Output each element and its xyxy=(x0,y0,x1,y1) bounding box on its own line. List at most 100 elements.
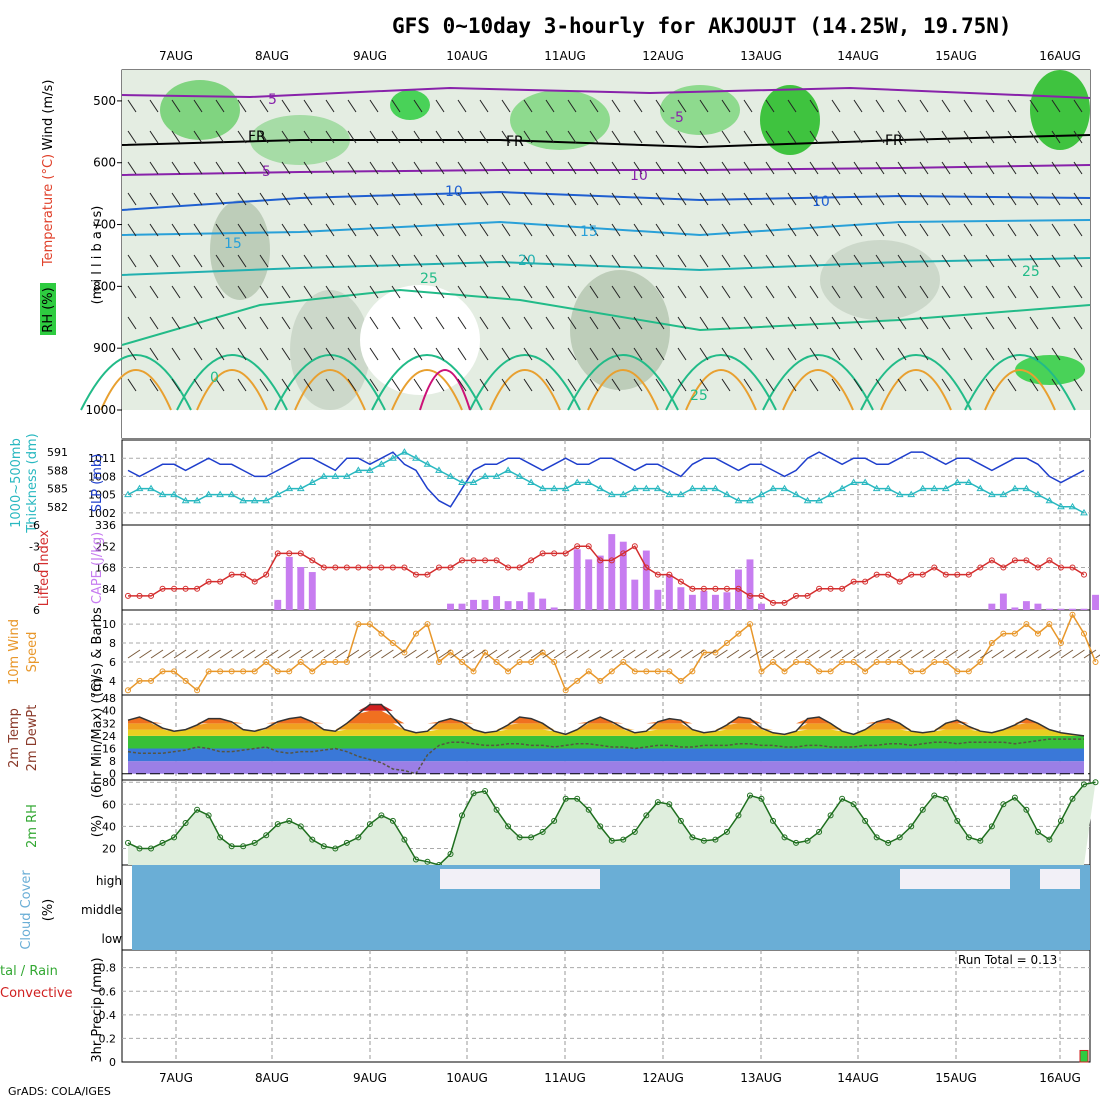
lifted-index-point xyxy=(217,578,224,585)
thickness-point xyxy=(354,466,363,473)
wind-speed-point xyxy=(1069,611,1076,618)
rh-2m-point xyxy=(320,843,327,850)
thickness-point xyxy=(412,454,420,461)
thickness-point xyxy=(458,478,466,485)
upper-barb xyxy=(435,254,445,268)
upper-barb xyxy=(941,161,951,175)
upper-barb xyxy=(523,347,533,361)
lifted-index-point xyxy=(274,550,281,557)
upper-barb xyxy=(259,223,269,237)
lifted-index-point xyxy=(1081,571,1087,578)
temp-band-0 xyxy=(128,761,1084,774)
wind-barb xyxy=(1060,649,1074,659)
rh-2m-point xyxy=(562,795,569,802)
thick-tick-585: 585 xyxy=(47,483,68,496)
rh-2m-point xyxy=(366,821,373,828)
rh-2m-point xyxy=(816,828,823,835)
thickness-point xyxy=(124,490,132,498)
lifted-index-point xyxy=(574,543,581,550)
upper-barb xyxy=(1007,99,1017,113)
wind-tick-10: 10 xyxy=(102,618,116,631)
upper-barb xyxy=(567,316,577,330)
contour-label-4: 10 xyxy=(445,184,463,200)
wind-speed-point xyxy=(286,668,293,675)
thickness-point xyxy=(999,490,1008,498)
upper-barb xyxy=(215,99,225,113)
upper-barb xyxy=(897,192,907,206)
upper-barb xyxy=(149,192,159,206)
upper-barb xyxy=(435,223,445,237)
lifted-index-point xyxy=(689,585,696,592)
thickness-point xyxy=(1057,502,1065,510)
upper-barb xyxy=(545,130,555,144)
upper-barb xyxy=(897,378,907,392)
cape-bar xyxy=(631,579,639,610)
wind-barb xyxy=(427,649,440,659)
lifted-index-point xyxy=(516,564,523,571)
precip-tick-0.2: 0.2 xyxy=(99,1032,117,1045)
upper-barb xyxy=(809,285,819,299)
rh-2m-point xyxy=(332,845,339,852)
wind-speed-point xyxy=(332,658,339,665)
wind-barb xyxy=(1014,649,1028,659)
upper-barb xyxy=(589,99,599,113)
slp-tick-1011: 1011 xyxy=(88,452,116,465)
cloud-clear-0 xyxy=(440,869,600,889)
upper-barb xyxy=(941,347,951,361)
upper-barb xyxy=(985,378,995,392)
upper-barb xyxy=(369,316,379,330)
rh-2m-point xyxy=(597,823,604,830)
upper-barb xyxy=(391,161,401,175)
upper-below-ground xyxy=(122,410,1090,438)
upper-barb xyxy=(237,161,247,175)
upper-barb xyxy=(303,192,313,206)
upper-barb xyxy=(633,285,643,299)
upper-barb xyxy=(1007,316,1017,330)
upper-barb xyxy=(215,347,225,361)
thickness-point xyxy=(538,484,547,492)
upper-barb xyxy=(303,347,313,361)
thickness-point xyxy=(435,466,443,473)
rh-2m-point xyxy=(539,828,546,835)
upper-barb xyxy=(1073,223,1083,237)
upper-barb xyxy=(853,316,863,330)
upper-barb xyxy=(479,130,489,144)
lifted-index-point xyxy=(1046,557,1053,564)
upper-barb xyxy=(853,161,863,175)
sfc-iso-8 xyxy=(880,369,952,411)
lifted-index-point xyxy=(862,578,869,585)
wind-speed-point xyxy=(977,658,984,665)
sfc-iso25-1 xyxy=(176,354,288,411)
thickness-point xyxy=(469,478,478,485)
upper-barb xyxy=(215,161,225,175)
cape-tick-168: 168 xyxy=(95,562,116,575)
wind-speed-point xyxy=(873,658,880,665)
thickness-point xyxy=(446,472,455,479)
upper-barb xyxy=(655,161,665,175)
upper-barb xyxy=(193,161,203,175)
upper-barb xyxy=(281,99,291,113)
upper-barb xyxy=(677,378,687,392)
rh-2m-point xyxy=(793,839,800,846)
thickness-point xyxy=(815,496,823,504)
upper-barb xyxy=(325,347,335,361)
temp-label-a: 2m Temp xyxy=(7,708,22,768)
lifted-index-point xyxy=(528,557,535,564)
wind-speed-point xyxy=(735,630,742,637)
upper-barb xyxy=(127,161,137,175)
chart-title: GFS 0~10day 3-hourly for AKJOUJT (14.25W… xyxy=(392,14,1012,38)
upper-barb xyxy=(1051,378,1061,392)
upper-barb xyxy=(127,316,137,330)
upper-barb xyxy=(391,99,401,113)
rh-2m-point xyxy=(804,837,811,844)
lifted-index-point xyxy=(597,557,604,564)
upper-barb xyxy=(765,316,775,330)
thickness-point xyxy=(803,496,812,504)
upper-barb xyxy=(919,254,929,268)
cape-bar xyxy=(735,569,742,610)
upper-barb xyxy=(831,347,841,361)
dry-core xyxy=(360,285,480,395)
upper-barb xyxy=(457,254,467,268)
wind-speed-point xyxy=(862,668,869,675)
upper-barb xyxy=(369,378,379,392)
